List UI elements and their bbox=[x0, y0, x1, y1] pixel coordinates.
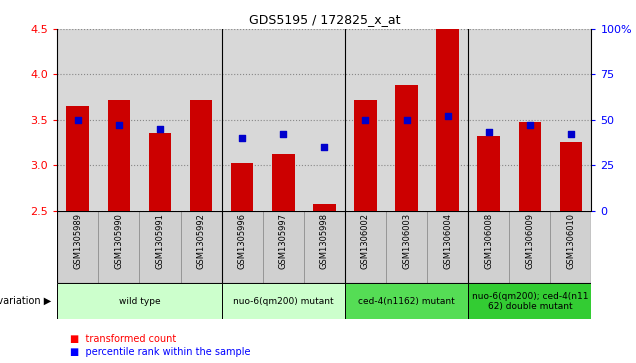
Text: GSM1306008: GSM1306008 bbox=[484, 213, 494, 269]
Bar bbox=[560, 143, 582, 211]
Point bbox=[483, 130, 494, 135]
Bar bbox=[221, 283, 345, 319]
Point bbox=[278, 131, 288, 137]
Text: ced-4(n1162) mutant: ced-4(n1162) mutant bbox=[358, 297, 455, 306]
Text: GSM1305991: GSM1305991 bbox=[155, 213, 165, 269]
Text: GSM1305990: GSM1305990 bbox=[114, 213, 123, 269]
Point bbox=[319, 144, 329, 150]
Bar bbox=[509, 211, 550, 283]
Bar bbox=[395, 85, 418, 211]
Text: wild type: wild type bbox=[119, 297, 160, 306]
Bar bbox=[190, 100, 212, 211]
Bar bbox=[436, 29, 459, 211]
Point bbox=[361, 117, 371, 123]
Point bbox=[443, 113, 453, 119]
Text: GSM1306009: GSM1306009 bbox=[525, 213, 534, 269]
Text: ■  percentile rank within the sample: ■ percentile rank within the sample bbox=[70, 347, 251, 357]
Bar bbox=[181, 211, 221, 283]
Text: ■  transformed count: ■ transformed count bbox=[70, 334, 176, 344]
Text: GSM1306004: GSM1306004 bbox=[443, 213, 452, 269]
Text: GSM1306010: GSM1306010 bbox=[567, 213, 576, 269]
Text: nuo-6(qm200); ced-4(n11
62) double mutant: nuo-6(qm200); ced-4(n11 62) double mutan… bbox=[471, 291, 588, 311]
Point bbox=[566, 131, 576, 137]
Bar bbox=[354, 100, 377, 211]
Point bbox=[401, 117, 411, 123]
Point bbox=[73, 117, 83, 123]
Bar bbox=[57, 211, 99, 283]
Bar bbox=[304, 211, 345, 283]
Text: GSM1305997: GSM1305997 bbox=[279, 213, 287, 269]
Text: genotype/variation ▶: genotype/variation ▶ bbox=[0, 296, 51, 306]
Text: GSM1305998: GSM1305998 bbox=[320, 213, 329, 269]
Bar bbox=[231, 163, 254, 211]
Text: nuo-6(qm200) mutant: nuo-6(qm200) mutant bbox=[233, 297, 333, 306]
Bar bbox=[67, 106, 89, 211]
Text: GSM1306002: GSM1306002 bbox=[361, 213, 370, 269]
Bar bbox=[345, 283, 468, 319]
Title: GDS5195 / 172825_x_at: GDS5195 / 172825_x_at bbox=[249, 13, 400, 26]
Bar bbox=[550, 211, 591, 283]
Point bbox=[237, 135, 247, 141]
Bar bbox=[478, 136, 500, 211]
Bar bbox=[345, 211, 386, 283]
Point bbox=[114, 122, 124, 128]
Bar bbox=[272, 154, 294, 211]
Bar bbox=[313, 204, 336, 211]
Bar bbox=[107, 100, 130, 211]
Bar bbox=[468, 283, 591, 319]
Bar bbox=[518, 122, 541, 211]
Bar bbox=[386, 211, 427, 283]
Bar bbox=[263, 211, 304, 283]
Bar bbox=[468, 211, 509, 283]
Bar bbox=[149, 133, 171, 211]
Bar bbox=[221, 211, 263, 283]
Text: GSM1305989: GSM1305989 bbox=[73, 213, 82, 269]
Bar bbox=[99, 211, 139, 283]
Point bbox=[155, 126, 165, 132]
Bar bbox=[139, 211, 181, 283]
Text: GSM1305992: GSM1305992 bbox=[197, 213, 205, 269]
Text: GSM1305996: GSM1305996 bbox=[238, 213, 247, 269]
Point bbox=[525, 122, 535, 128]
Bar bbox=[427, 211, 468, 283]
Bar bbox=[57, 283, 221, 319]
Text: GSM1306003: GSM1306003 bbox=[402, 213, 411, 269]
